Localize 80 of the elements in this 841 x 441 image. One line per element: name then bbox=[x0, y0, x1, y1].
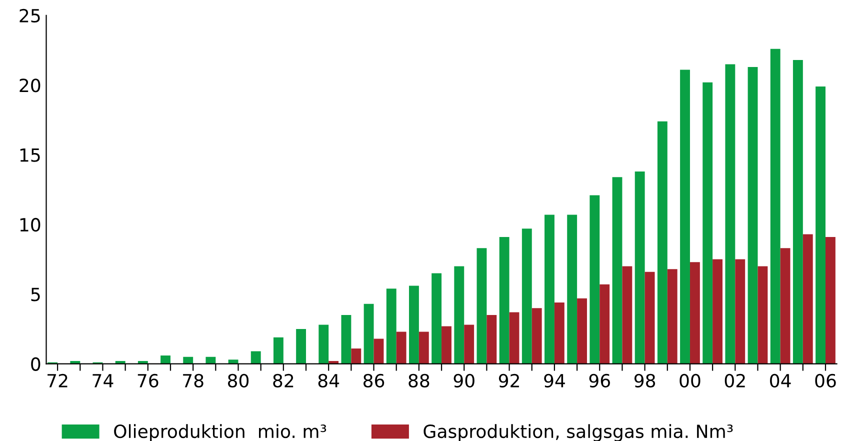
bar bbox=[499, 237, 510, 364]
bar bbox=[758, 266, 768, 364]
bar bbox=[725, 64, 736, 364]
y-tick-label: 25 bbox=[20, 8, 40, 23]
x-tick-label: 98 bbox=[634, 374, 656, 388]
bar bbox=[454, 266, 464, 364]
bar bbox=[418, 332, 429, 364]
x-tick-label: 00 bbox=[680, 374, 700, 388]
bar bbox=[590, 195, 600, 364]
bar bbox=[532, 308, 542, 364]
bar bbox=[567, 214, 578, 364]
x-tick-label: 78 bbox=[183, 374, 204, 388]
bar bbox=[250, 351, 261, 364]
bar bbox=[826, 237, 836, 364]
bar bbox=[160, 355, 170, 364]
bar bbox=[554, 302, 564, 364]
bar bbox=[364, 304, 374, 364]
bar bbox=[644, 272, 655, 364]
bar bbox=[780, 248, 790, 364]
bar bbox=[70, 361, 80, 364]
bar bbox=[273, 337, 284, 364]
bar bbox=[351, 348, 362, 364]
bar bbox=[802, 234, 813, 364]
x-tick-label: 92 bbox=[498, 374, 519, 388]
bar bbox=[816, 86, 826, 364]
bar bbox=[396, 332, 406, 364]
x-tick-label: 74 bbox=[92, 374, 114, 388]
bar bbox=[476, 248, 487, 364]
x-tick-label: 86 bbox=[364, 374, 384, 388]
bar bbox=[341, 315, 352, 364]
bar bbox=[409, 286, 419, 364]
bar bbox=[206, 356, 216, 364]
x-tick-label: 90 bbox=[454, 374, 474, 388]
bar bbox=[432, 273, 442, 364]
bar bbox=[228, 360, 238, 364]
bar bbox=[748, 66, 758, 364]
bar bbox=[680, 70, 690, 364]
bar bbox=[183, 356, 194, 364]
y-tick-label: 10 bbox=[20, 218, 40, 232]
bar bbox=[712, 259, 723, 364]
bar bbox=[770, 48, 780, 364]
bar bbox=[600, 284, 610, 364]
x-tick-label: 02 bbox=[724, 374, 745, 388]
x-tick-label: 96 bbox=[589, 374, 610, 388]
bar bbox=[622, 266, 632, 364]
x-tick-label: 84 bbox=[318, 374, 340, 388]
y-tick-label: 20 bbox=[20, 78, 40, 92]
x-tick-label: 82 bbox=[273, 374, 294, 388]
bar bbox=[386, 288, 396, 364]
bar bbox=[328, 361, 339, 364]
bar bbox=[296, 328, 306, 364]
bar bbox=[318, 324, 329, 364]
bar bbox=[522, 228, 532, 364]
bar bbox=[486, 315, 497, 364]
bar bbox=[115, 361, 126, 364]
bar bbox=[544, 214, 554, 364]
x-tick-label: 72 bbox=[48, 374, 68, 388]
x-tick-label: 94 bbox=[544, 374, 565, 388]
bar bbox=[577, 298, 587, 364]
bar bbox=[792, 60, 803, 364]
y-tick-label: 15 bbox=[20, 148, 40, 162]
x-tick-label: 04 bbox=[770, 374, 791, 388]
bar bbox=[657, 121, 668, 364]
bar bbox=[464, 324, 474, 364]
bar bbox=[690, 262, 700, 364]
bar bbox=[374, 338, 384, 364]
bar bbox=[442, 326, 452, 364]
x-tick-label: 76 bbox=[138, 374, 158, 388]
bar bbox=[634, 172, 645, 364]
bar bbox=[509, 312, 520, 364]
bar bbox=[612, 177, 622, 364]
x-tick-label: 06 bbox=[815, 374, 836, 388]
bar bbox=[702, 82, 713, 364]
bar bbox=[138, 361, 148, 364]
x-tick-label: 80 bbox=[228, 374, 249, 388]
y-tick-label: 0 bbox=[31, 357, 40, 371]
bar bbox=[667, 269, 678, 364]
y-tick-label: 5 bbox=[31, 288, 40, 302]
bar bbox=[735, 259, 746, 364]
x-tick-label: 88 bbox=[408, 374, 430, 388]
